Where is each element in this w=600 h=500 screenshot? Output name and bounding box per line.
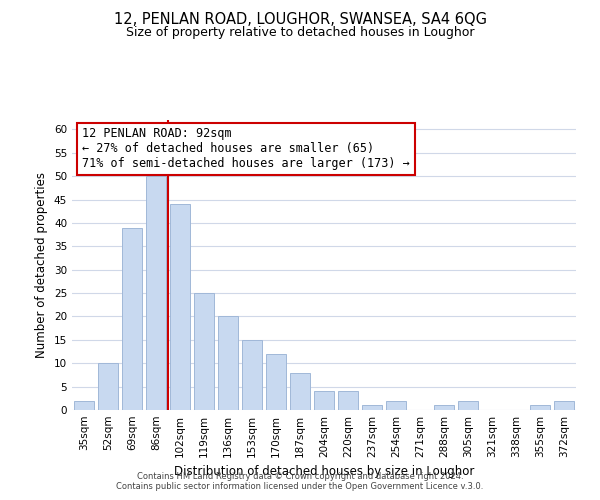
Bar: [362, 406, 382, 410]
Bar: [386, 400, 406, 410]
X-axis label: Distribution of detached houses by size in Loughor: Distribution of detached houses by size …: [174, 466, 474, 478]
Bar: [242, 340, 262, 410]
Bar: [266, 354, 286, 410]
Bar: [146, 176, 166, 410]
Bar: [338, 392, 358, 410]
Bar: [290, 372, 310, 410]
Bar: [194, 293, 214, 410]
Bar: [530, 406, 550, 410]
Y-axis label: Number of detached properties: Number of detached properties: [35, 172, 49, 358]
Text: Size of property relative to detached houses in Loughor: Size of property relative to detached ho…: [126, 26, 474, 39]
Bar: [314, 392, 334, 410]
Bar: [434, 406, 454, 410]
Bar: [218, 316, 238, 410]
Text: Contains HM Land Registry data © Crown copyright and database right 2024.: Contains HM Land Registry data © Crown c…: [137, 472, 463, 481]
Bar: [122, 228, 142, 410]
Bar: [554, 400, 574, 410]
Text: 12 PENLAN ROAD: 92sqm
← 27% of detached houses are smaller (65)
71% of semi-deta: 12 PENLAN ROAD: 92sqm ← 27% of detached …: [82, 127, 410, 170]
Text: Contains public sector information licensed under the Open Government Licence v.: Contains public sector information licen…: [116, 482, 484, 491]
Bar: [458, 400, 478, 410]
Bar: [170, 204, 190, 410]
Bar: [98, 363, 118, 410]
Text: 12, PENLAN ROAD, LOUGHOR, SWANSEA, SA4 6QG: 12, PENLAN ROAD, LOUGHOR, SWANSEA, SA4 6…: [113, 12, 487, 28]
Bar: [74, 400, 94, 410]
